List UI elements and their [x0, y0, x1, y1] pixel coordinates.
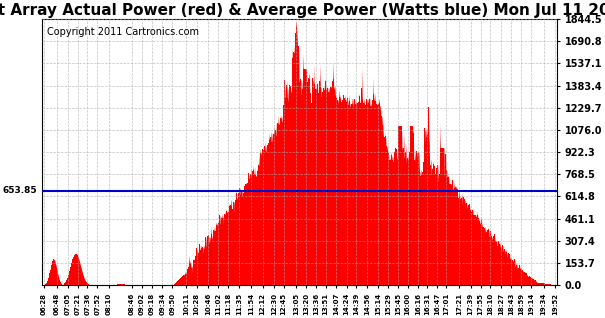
Title: West Array Actual Power (red) & Average Power (Watts blue) Mon Jul 11 20:07: West Array Actual Power (red) & Average … — [0, 3, 605, 18]
Text: 653.85: 653.85 — [2, 186, 37, 195]
Text: Copyright 2011 Cartronics.com: Copyright 2011 Cartronics.com — [47, 27, 199, 37]
